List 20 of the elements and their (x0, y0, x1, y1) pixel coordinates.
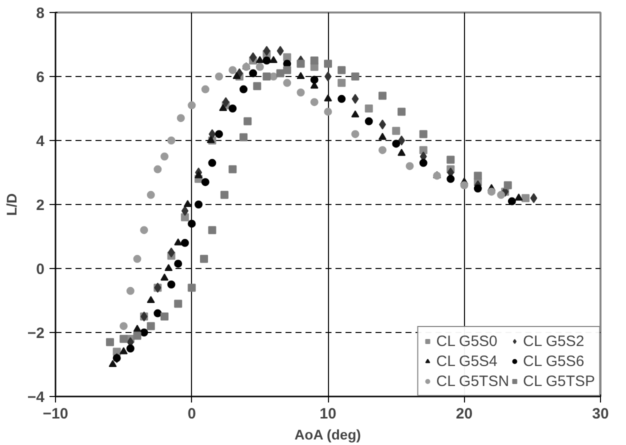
x-tick-label: 20 (456, 406, 473, 422)
y-tick-label: 4 (36, 133, 46, 150)
y-tick-label: 0 (36, 261, 44, 278)
x-axis-title: AoA (deg) (294, 426, 361, 442)
legend-label: CL G5S0 (436, 332, 498, 350)
x-tick-label: 0 (188, 406, 196, 422)
y-tick-label: −2 (27, 325, 45, 342)
y-tick-label: 6 (36, 69, 44, 86)
legend-label: CL G5S2 (523, 332, 584, 350)
y-tick-label: −4 (27, 389, 46, 406)
x-tick-label: 30 (592, 406, 609, 422)
legend-label: CL G5S6 (523, 352, 584, 370)
y-tick-label: 2 (36, 197, 44, 214)
y-axis-title: L/D (3, 193, 20, 216)
legend-label: CL G5S4 (436, 352, 498, 370)
legend-label: CL G5TSP (523, 372, 595, 390)
legend-label: CL G5TSN (436, 372, 510, 390)
x-tick-label: 10 (320, 406, 336, 422)
y-tick-label: 8 (36, 5, 44, 22)
x-tick-label: −10 (42, 406, 68, 422)
